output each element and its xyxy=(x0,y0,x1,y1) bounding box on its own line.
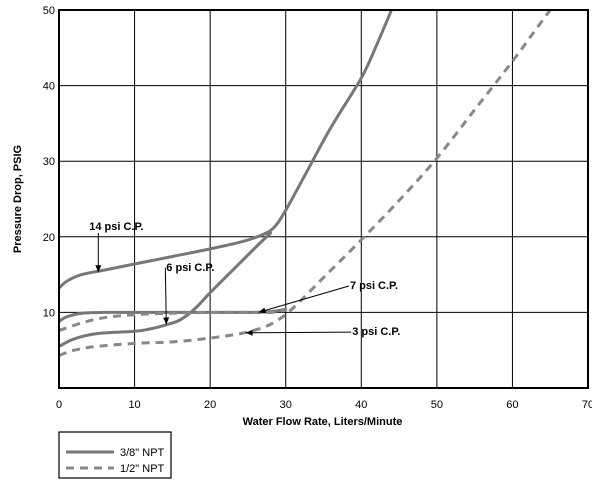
x-tick-label: 20 xyxy=(204,399,216,411)
annotation-label: 7 psi C.P. xyxy=(350,280,398,292)
annotation-label: 3 psi C.P. xyxy=(352,326,400,338)
annotation-arrowhead xyxy=(163,317,170,325)
tick-labels: 0 10 20 30 40 50 60 70 10 20 30 40 50 xyxy=(43,5,592,411)
legend-box xyxy=(58,431,172,479)
series-one-half-npt-curve-1 xyxy=(59,10,552,357)
x-tick-label: 60 xyxy=(506,399,518,411)
y-tick-label: 20 xyxy=(43,232,55,244)
legend: 3/8" NPT 1/2" NPT xyxy=(58,431,172,479)
annotation-label: 6 psi C.P. xyxy=(166,262,214,274)
x-axis-label: Water Flow Rate, Liters/Minute xyxy=(243,416,403,428)
x-tick-label: 70 xyxy=(582,399,592,411)
series-three-eighths-npt-curve-1 xyxy=(59,10,393,290)
plot-frame xyxy=(58,9,589,389)
annotation-arrow-line xyxy=(164,267,167,325)
series-one-half-npt-curve-2 xyxy=(59,308,286,332)
y-tick-label: 30 xyxy=(43,156,55,168)
y-tick-label: 10 xyxy=(43,307,55,319)
annotation-arrow-line xyxy=(245,331,352,334)
series-three-eighths-npt-curve-2 xyxy=(59,231,273,348)
annotation-arrow-line xyxy=(258,285,350,313)
y-axis-label: Pressure Drop, PSIG xyxy=(12,145,24,253)
legend-label: 3/8" NPT xyxy=(120,447,165,459)
x-tick-label: 0 xyxy=(56,399,62,411)
annotation-arrowhead xyxy=(245,329,253,336)
legend-label: 1/2" NPT xyxy=(120,463,165,475)
annotation-label: 14 psi C.P. xyxy=(89,221,143,233)
x-tick-label: 30 xyxy=(280,399,292,411)
x-tick-label: 50 xyxy=(431,399,443,411)
data-curves xyxy=(59,10,552,357)
y-tick-label: 50 xyxy=(43,5,55,17)
y-tick-label: 40 xyxy=(43,81,55,93)
annotation-arrowhead xyxy=(95,265,102,273)
annotation-arrowhead xyxy=(258,307,267,314)
x-tick-label: 40 xyxy=(355,399,367,411)
annotations: 14 psi C.P. 6 psi C.P. 7 psi C.P. 3 psi C.P… xyxy=(89,221,400,338)
x-tick-label: 10 xyxy=(128,399,140,411)
